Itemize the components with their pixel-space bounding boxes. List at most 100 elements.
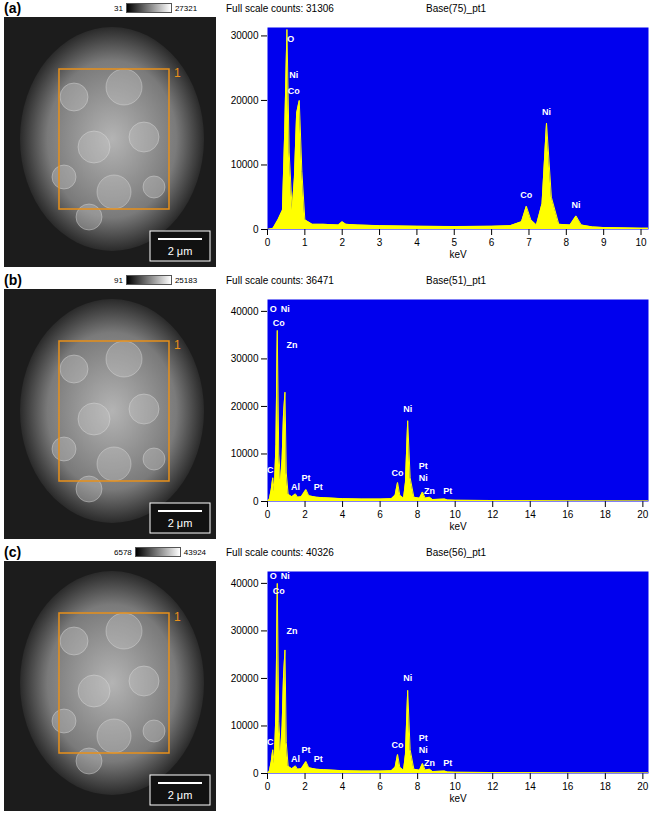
svg-text:keV: keV bbox=[449, 793, 467, 804]
svg-text:6: 6 bbox=[489, 237, 495, 248]
svg-text:Ni: Ni bbox=[281, 304, 290, 314]
svg-text:1: 1 bbox=[174, 610, 181, 624]
svg-text:18: 18 bbox=[600, 509, 612, 520]
svg-text:2 μm: 2 μm bbox=[168, 789, 193, 801]
svg-text:0: 0 bbox=[265, 509, 271, 520]
svg-text:Ni: Ni bbox=[281, 571, 290, 581]
svg-text:7: 7 bbox=[526, 237, 532, 248]
svg-text:10: 10 bbox=[450, 509, 462, 520]
svg-text:Co: Co bbox=[392, 740, 404, 750]
svg-text:0: 0 bbox=[253, 224, 259, 235]
svg-text:Ni: Ni bbox=[419, 745, 428, 755]
svg-text:Zn: Zn bbox=[424, 486, 435, 496]
html-text:Full scale counts: 40326: Full scale counts: 40326 bbox=[226, 546, 334, 558]
svg-text:Zn: Zn bbox=[286, 340, 297, 350]
svg-text:6: 6 bbox=[377, 509, 383, 520]
svg-text:12: 12 bbox=[487, 509, 499, 520]
svg-text:20: 20 bbox=[637, 781, 649, 792]
svg-text:Zn: Zn bbox=[424, 758, 435, 768]
svg-text:Al: Al bbox=[291, 482, 300, 492]
html-text:Base(75)_pt1: Base(75)_pt1 bbox=[426, 2, 486, 14]
svg-text:10: 10 bbox=[635, 237, 647, 248]
svg-text:0: 0 bbox=[265, 781, 271, 792]
svg-text:14: 14 bbox=[525, 509, 537, 520]
svg-text:40000: 40000 bbox=[231, 306, 259, 317]
svg-text:Pt: Pt bbox=[443, 486, 452, 496]
svg-text:0: 0 bbox=[253, 496, 259, 507]
svg-text:30000: 30000 bbox=[231, 30, 259, 41]
svg-text:2 μm: 2 μm bbox=[168, 517, 193, 529]
html-text:(a): (a) bbox=[4, 0, 22, 16]
svg-text:0: 0 bbox=[265, 237, 271, 248]
svg-text:Pt: Pt bbox=[314, 754, 323, 764]
svg-text:20000: 20000 bbox=[231, 95, 259, 106]
svg-text:8: 8 bbox=[415, 509, 421, 520]
svg-text:Pt: Pt bbox=[419, 461, 428, 471]
html-text:Full scale counts: 36471: Full scale counts: 36471 bbox=[226, 274, 334, 286]
svg-text:16: 16 bbox=[562, 781, 574, 792]
html-text:(c): (c) bbox=[4, 544, 22, 560]
svg-text:Ni: Ni bbox=[403, 673, 412, 683]
svg-text:20000: 20000 bbox=[231, 673, 259, 684]
svg-text:Ni: Ni bbox=[419, 473, 428, 483]
svg-text:40000: 40000 bbox=[231, 578, 259, 589]
svg-text:keV: keV bbox=[449, 249, 467, 260]
svg-text:9: 9 bbox=[601, 237, 607, 248]
svg-text:Co: Co bbox=[288, 86, 300, 96]
svg-text:6: 6 bbox=[377, 781, 383, 792]
svg-text:30000: 30000 bbox=[231, 353, 259, 364]
svg-text:Co: Co bbox=[520, 190, 532, 200]
svg-text:8: 8 bbox=[564, 237, 570, 248]
svg-text:3: 3 bbox=[377, 237, 383, 248]
svg-text:Pt: Pt bbox=[314, 482, 323, 492]
svg-text:20: 20 bbox=[637, 509, 649, 520]
svg-text:O: O bbox=[270, 571, 277, 581]
svg-text:16: 16 bbox=[562, 509, 574, 520]
svg-text:Ni: Ni bbox=[572, 200, 581, 210]
html-text:(b): (b) bbox=[4, 272, 22, 288]
svg-text:1: 1 bbox=[302, 237, 308, 248]
svg-text:Pt: Pt bbox=[443, 758, 452, 768]
svg-text:Zn: Zn bbox=[286, 626, 297, 636]
html-text:Full scale counts: 31306: Full scale counts: 31306 bbox=[226, 2, 334, 14]
svg-text:2 μm: 2 μm bbox=[168, 245, 193, 257]
svg-text:4: 4 bbox=[340, 509, 346, 520]
html-text:Base(51)_pt1: Base(51)_pt1 bbox=[426, 274, 486, 286]
svg-text:18: 18 bbox=[600, 781, 612, 792]
svg-text:1: 1 bbox=[174, 66, 181, 80]
svg-text:0: 0 bbox=[253, 768, 259, 779]
svg-text:Ni: Ni bbox=[403, 404, 412, 414]
svg-text:30000: 30000 bbox=[231, 625, 259, 636]
svg-text:Co: Co bbox=[392, 468, 404, 478]
svg-text:1: 1 bbox=[174, 338, 181, 352]
svg-text:Al: Al bbox=[291, 754, 300, 764]
svg-text:2: 2 bbox=[339, 237, 345, 248]
svg-text:10000: 10000 bbox=[231, 448, 259, 459]
svg-text:10000: 10000 bbox=[231, 159, 259, 170]
svg-text:Co: Co bbox=[273, 318, 285, 328]
svg-text:4: 4 bbox=[340, 781, 346, 792]
svg-text:2: 2 bbox=[302, 781, 308, 792]
svg-text:2: 2 bbox=[302, 509, 308, 520]
svg-text:5: 5 bbox=[451, 237, 457, 248]
svg-text:8: 8 bbox=[415, 781, 421, 792]
svg-text:keV: keV bbox=[449, 521, 467, 532]
svg-text:14: 14 bbox=[525, 781, 537, 792]
svg-text:Pt: Pt bbox=[301, 745, 310, 755]
svg-text:O: O bbox=[287, 34, 294, 44]
svg-text:20000: 20000 bbox=[231, 401, 259, 412]
svg-text:O: O bbox=[270, 304, 277, 314]
svg-text:C: C bbox=[267, 737, 274, 747]
svg-text:Ni: Ni bbox=[542, 107, 551, 117]
svg-text:Co: Co bbox=[273, 586, 285, 596]
svg-text:C: C bbox=[267, 465, 274, 475]
html-text:27321: 27321 bbox=[174, 3, 198, 13]
svg-text:10: 10 bbox=[450, 781, 462, 792]
svg-text:4: 4 bbox=[414, 237, 420, 248]
svg-text:12: 12 bbox=[487, 781, 499, 792]
html-text:Base(56)_pt1: Base(56)_pt1 bbox=[426, 546, 486, 558]
svg-text:Pt: Pt bbox=[419, 733, 428, 743]
svg-text:10000: 10000 bbox=[231, 720, 259, 731]
svg-text:Pt: Pt bbox=[301, 473, 310, 483]
svg-text:Ni: Ni bbox=[289, 70, 298, 80]
